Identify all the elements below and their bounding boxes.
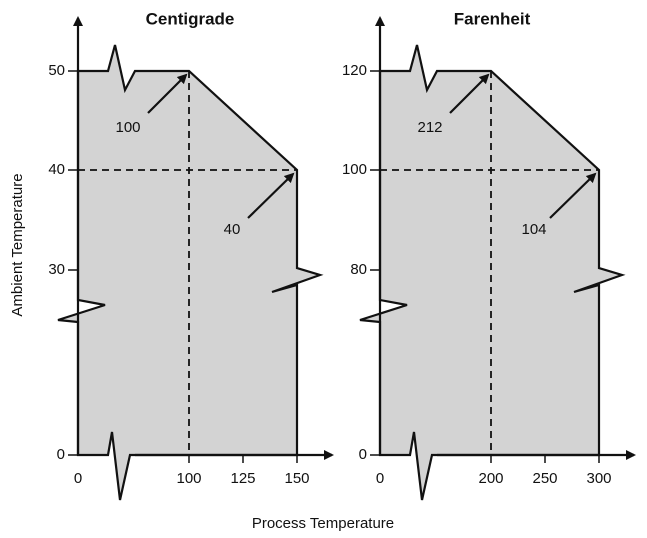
x-tick-label: 250 — [532, 470, 557, 487]
x-tick-label: 150 — [284, 470, 309, 487]
panel-title: Centigrade — [146, 9, 235, 28]
y-tick-label: 0 — [57, 446, 65, 463]
annotation: 40 — [224, 221, 241, 238]
y-tick-label: 50 — [48, 62, 65, 79]
x-axis-label: Process Temperature — [252, 515, 394, 532]
x-tick-label: 125 — [230, 470, 255, 487]
annotation-arrow — [449, 73, 490, 114]
operating-region — [359, 44, 626, 501]
annotation: 212 — [417, 119, 442, 136]
y-tick-label: 120 — [342, 62, 367, 79]
panel: Centigrade 50 40 30 00 100 125 150 100 40 — [48, 9, 334, 501]
operating-region — [57, 44, 324, 501]
y-axis-label: Ambient Temperature — [9, 173, 26, 316]
annotation: 100 — [115, 119, 140, 136]
y-tick-label: 0 — [359, 446, 367, 463]
x-tick-label: 0 — [74, 470, 82, 487]
annotation-arrow — [247, 172, 295, 219]
y-tick-label: 100 — [342, 161, 367, 178]
x-tick-label: 200 — [478, 470, 503, 487]
annotation-arrow — [549, 172, 597, 219]
y-tick-label: 40 — [48, 161, 65, 178]
panel: Farenheit 120 100 80 00 200 250 300 212 104 — [342, 9, 636, 501]
annotation-arrow — [147, 73, 188, 114]
x-tick-label: 0 — [376, 470, 384, 487]
x-tick-label: 100 — [176, 470, 201, 487]
y-tick-label: 30 — [48, 261, 65, 278]
panel-title: Farenheit — [454, 9, 531, 28]
y-tick-label: 80 — [350, 261, 367, 278]
annotation: 104 — [521, 221, 546, 238]
x-tick-label: 300 — [586, 470, 611, 487]
